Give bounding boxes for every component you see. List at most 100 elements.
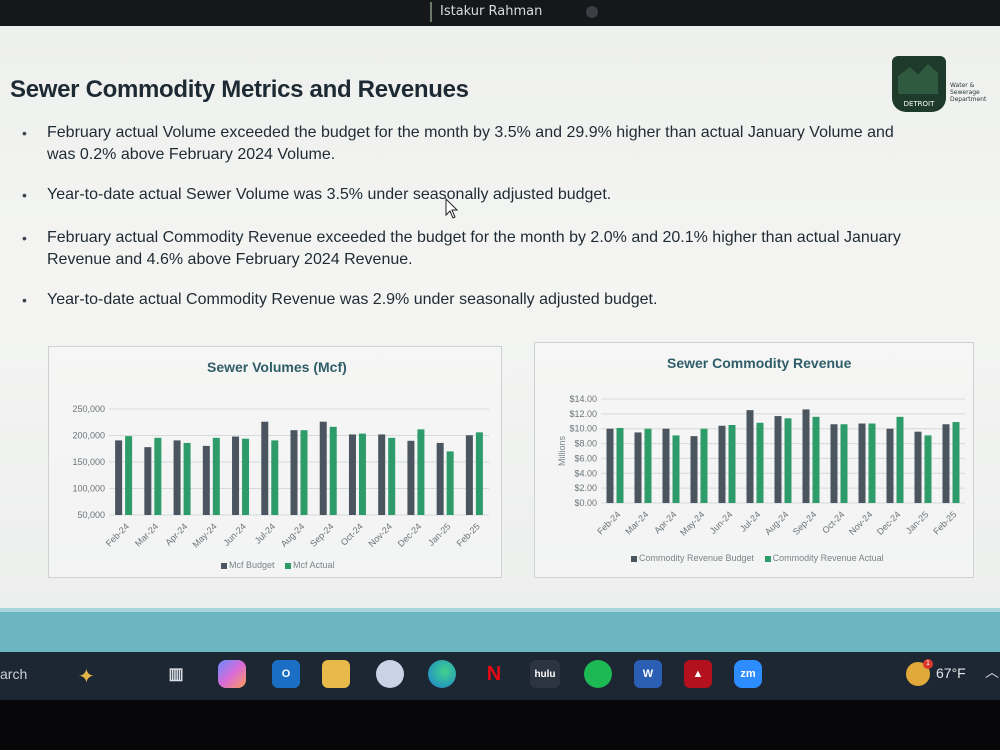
y-tick-label: $8.00 <box>574 439 597 449</box>
legend-entry: Mcf Actual <box>285 560 335 570</box>
x-tick-label: Jun-24 <box>708 509 735 536</box>
chart-legend: Mcf Budget Mcf Actual <box>221 560 343 570</box>
bar-actual <box>446 451 454 515</box>
bar-budget <box>746 410 754 503</box>
y-tick-label: $14.00 <box>569 394 597 404</box>
bar-budget <box>718 425 726 503</box>
paint-icon[interactable] <box>376 660 404 688</box>
chart-legend: Commodity Revenue Budget Commodity Reven… <box>631 553 892 563</box>
zoom-icon[interactable]: zm <box>734 660 762 688</box>
acrobat-icon[interactable]: ▲ <box>684 660 712 688</box>
bar-budget <box>173 440 181 515</box>
bar-actual <box>924 435 932 503</box>
file-explorer-icon[interactable] <box>322 660 350 688</box>
bar-budget <box>662 428 670 503</box>
bar-budget <box>232 436 240 515</box>
bar-budget <box>378 434 386 515</box>
search-highlight-sparkle-icon[interactable]: ✦ <box>78 666 95 688</box>
logo-city-text: DETROIT <box>903 100 935 108</box>
y-tick-label: $12.00 <box>569 409 597 419</box>
x-tick-label: Nov-24 <box>847 509 875 537</box>
x-tick-label: Feb-25 <box>455 521 482 548</box>
bar-actual <box>154 437 162 515</box>
bar-budget <box>606 428 614 503</box>
y-axis-label: Millions <box>557 436 567 467</box>
bar-actual <box>952 422 960 503</box>
bar-actual <box>644 428 652 503</box>
word-icon[interactable]: W <box>634 660 662 688</box>
hulu-icon[interactable]: hulu <box>530 660 560 688</box>
bar-budget <box>634 432 642 503</box>
sewer-volumes-chart: Sewer Volumes (Mcf) 250,000 200,000 150,00… <box>48 346 502 578</box>
zoom-top-bar: Istakur Rahman <box>0 0 1000 26</box>
x-tick-label: Dec-24 <box>875 509 903 537</box>
commodity-revenue-plot: $14.00 $12.00 $10.00 $8.00 $6.00 $4.00 $2.00 $0… <box>557 394 965 538</box>
bar-actual <box>329 426 337 515</box>
legend-entry: Mcf Budget <box>221 560 275 570</box>
bar-budget <box>774 416 782 503</box>
y-tick-label: 50,000 <box>77 510 105 520</box>
y-tick-label: 250,000 <box>72 404 105 414</box>
x-tick-label: Dec-24 <box>396 521 424 549</box>
dwsd-logo: DETROIT Water & Sewerage Department <box>890 56 1000 120</box>
legend-label: Commodity Revenue Actual <box>772 553 884 563</box>
taskbar-search[interactable]: arch <box>0 666 28 682</box>
bar-budget <box>261 421 269 515</box>
y-tick-label: $2.00 <box>574 483 597 493</box>
task-view-icon[interactable]: ▥ <box>168 666 184 683</box>
bar-actual <box>358 433 366 515</box>
x-tick-label: Aug-24 <box>763 509 791 537</box>
x-tick-label: Apr-24 <box>652 509 678 535</box>
sewer-volumes-plot: 250,000 200,000 150,000 100,000 50,000Feb-24… <box>72 404 489 550</box>
x-tick-label: Oct-24 <box>820 509 846 535</box>
legend-entry: Commodity Revenue Actual <box>764 553 884 563</box>
bar-actual <box>756 422 764 503</box>
x-tick-label: Jul-24 <box>253 521 277 545</box>
bar-actual <box>616 427 624 503</box>
bar-budget <box>830 424 838 503</box>
x-tick-label: May-24 <box>678 509 706 537</box>
x-tick-label: Aug-24 <box>279 521 307 549</box>
bar-actual <box>672 435 680 503</box>
mic-icon[interactable] <box>586 6 598 18</box>
bar-budget <box>690 436 698 503</box>
logo-department-text: Water & Sewerage Department <box>950 82 987 103</box>
x-tick-label: Mar-24 <box>133 521 160 548</box>
x-tick-label: Oct-24 <box>339 521 365 547</box>
copilot-icon[interactable] <box>218 660 246 688</box>
x-tick-label: Feb-25 <box>931 509 958 536</box>
y-tick-label: $6.00 <box>574 453 597 463</box>
weather-icon[interactable] <box>906 659 933 686</box>
bar-budget <box>942 424 950 503</box>
chevron-up-icon[interactable]: ︿ <box>985 664 999 680</box>
bar-actual <box>784 418 792 503</box>
spotify-icon[interactable] <box>584 660 612 688</box>
chart-title: Sewer Volumes (Mcf) <box>207 359 347 375</box>
bullet-item: February actual Commodity Revenue exceed… <box>18 227 918 271</box>
bullet-list: February actual Volume exceeded the budg… <box>18 122 918 329</box>
bar-actual <box>242 438 250 515</box>
bullet-item: February actual Volume exceeded the budg… <box>18 122 918 166</box>
temperature[interactable]: 67°F <box>936 665 966 681</box>
legend-label: Commodity Revenue Budget <box>639 553 755 563</box>
x-tick-label: Sep-24 <box>791 509 819 537</box>
netflix-icon[interactable]: N <box>486 662 502 685</box>
bar-budget <box>858 423 866 503</box>
windows-taskbar: arch ✦ ▥ O N hulu W ▲ zm 67°F ︿ <box>0 652 1000 700</box>
x-tick-label: Feb-24 <box>104 521 131 548</box>
edge-icon[interactable] <box>428 660 456 688</box>
x-tick-label: Jan-25 <box>426 521 453 548</box>
bar-budget <box>886 428 894 503</box>
bar-actual <box>388 437 396 515</box>
bar-actual <box>417 429 425 515</box>
sewer-commodity-revenue-chart: Sewer Commodity Revenue $14.00 $12.00 $10.… <box>534 342 974 578</box>
x-tick-label: Jul-24 <box>738 509 762 533</box>
bar-budget <box>914 431 922 503</box>
x-tick-label: Mar-24 <box>623 509 650 536</box>
slide-footer-band <box>0 608 1000 652</box>
bar-budget <box>144 447 152 515</box>
slide-title: Sewer Commodity Metrics and Revenues <box>10 76 469 103</box>
outlook-icon[interactable]: O <box>272 660 300 688</box>
bar-budget <box>348 434 356 515</box>
bar-actual <box>271 440 279 515</box>
